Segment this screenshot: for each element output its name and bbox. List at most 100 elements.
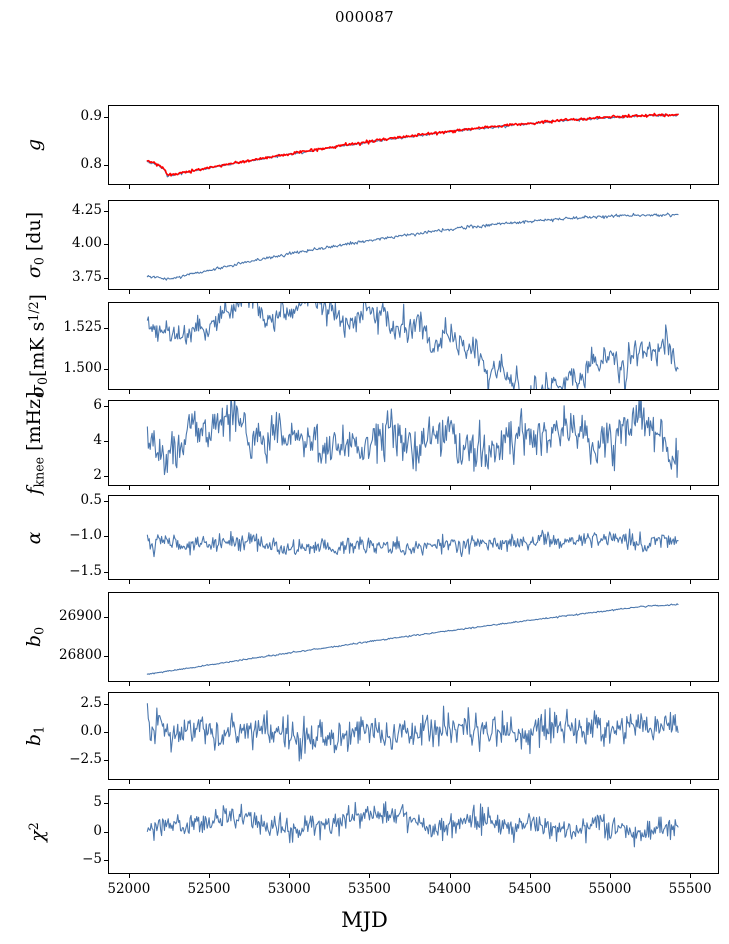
y-tick-mark-alpha-0 [104,572,108,573]
y-tick-mark-sigma0_mk-0 [104,369,108,370]
y-tick-label-b1-0: −2.5 [69,750,102,767]
x-tick-mark-sigma0_du-0 [129,290,130,294]
x-tick-mark-chi2-6 [610,874,611,878]
plot-panel-b1 [108,692,719,780]
x-tick-mark-sigma0_du-6 [610,290,611,294]
y-tick-mark-b0-1 [104,617,108,618]
y-tick-label-b1-2: 2.5 [80,695,102,712]
x-tick-mark-b0-6 [610,682,611,686]
x-tick-mark-sigma0_mk-5 [530,390,531,394]
y-tick-label-chi2-1: 0 [93,822,102,839]
plot-panel-alpha [108,495,719,580]
x-tick-mark-alpha-4 [450,580,451,584]
y-tick-label-chi2-2: 5 [93,793,102,810]
y-tick-mark-chi2-0 [104,860,108,861]
y-tick-mark-fknee-2 [104,406,108,407]
x-tick-mark-b1-7 [690,780,691,784]
y-axis-label-chi2: χ2 [26,821,49,842]
x-tick-mark-chi2-2 [289,874,290,878]
x-tick-label-0: 52000 [107,881,151,897]
y-tick-label-alpha-0: −1.5 [69,562,102,579]
x-tick-mark-b0-1 [209,682,210,686]
x-tick-mark-gain-6 [610,185,611,189]
x-tick-mark-b1-1 [209,780,210,784]
x-tick-mark-sigma0_mk-2 [289,390,290,394]
x-tick-label-3: 53500 [347,881,391,897]
x-tick-mark-alpha-5 [530,580,531,584]
x-tick-mark-gain-2 [289,185,290,189]
x-tick-mark-sigma0_du-7 [690,290,691,294]
x-tick-mark-chi2-5 [530,874,531,878]
series-b1 [146,703,679,762]
y-tick-label-sigma0_du-1: 4.00 [71,235,102,252]
x-tick-mark-gain-3 [369,185,370,189]
series-gain_fit [146,113,679,178]
y-tick-mark-alpha-1 [104,536,108,537]
x-tick-mark-gain-0 [129,185,130,189]
y-tick-mark-chi2-1 [104,832,108,833]
x-tick-mark-fknee-2 [289,486,290,490]
x-tick-mark-b0-2 [289,682,290,686]
x-tick-mark-sigma0_mk-3 [369,390,370,394]
plot-panel-fknee [108,400,719,486]
y-tick-mark-b1-1 [104,732,108,733]
y-tick-mark-gain-1 [104,117,108,118]
series-gain_model [146,112,679,177]
x-tick-mark-fknee-4 [450,486,451,490]
y-tick-mark-sigma0_du-0 [104,278,108,279]
y-tick-mark-sigma0_mk-1 [104,328,108,329]
figure-title: 000087 [334,8,395,26]
y-tick-mark-fknee-0 [104,476,108,477]
x-tick-mark-b1-5 [530,780,531,784]
x-tick-mark-sigma0_mk-6 [610,390,611,394]
y-tick-label-b0-0: 26800 [59,647,102,664]
x-tick-mark-gain-4 [450,185,451,189]
x-tick-mark-alpha-0 [129,580,130,584]
x-tick-label-4: 54000 [428,881,472,897]
series-chi2 [146,801,679,848]
x-tick-mark-b1-4 [450,780,451,784]
x-tick-mark-b0-5 [530,682,531,686]
x-tick-mark-gain-5 [530,185,531,189]
x-tick-mark-alpha-2 [289,580,290,584]
x-tick-mark-alpha-7 [690,580,691,584]
series-alpha [146,528,679,558]
y-tick-mark-chi2-2 [104,803,108,804]
x-tick-mark-chi2-1 [209,874,210,878]
plot-panel-gain [108,105,719,185]
x-tick-mark-sigma0_mk-4 [450,390,451,394]
x-tick-mark-alpha-3 [369,580,370,584]
x-tick-mark-sigma0_mk-0 [129,390,130,394]
series-b0 [146,603,679,675]
x-tick-mark-sigma0_du-2 [289,290,290,294]
x-tick-mark-fknee-5 [530,486,531,490]
x-tick-mark-fknee-0 [129,486,130,490]
plot-panel-chi2 [108,789,719,874]
x-tick-mark-sigma0_du-1 [209,290,210,294]
x-tick-mark-gain-1 [209,185,210,189]
series-fknee [146,401,679,478]
y-tick-label-fknee-0: 2 [93,467,102,484]
x-tick-label-1: 52500 [187,881,231,897]
y-tick-label-gain-0: 0.8 [80,155,102,172]
y-tick-label-alpha-2: 0.5 [80,491,102,508]
x-tick-mark-b1-3 [369,780,370,784]
y-tick-mark-sigma0_du-1 [104,244,108,245]
x-tick-mark-chi2-3 [369,874,370,878]
y-tick-label-sigma0_mk-1: 1.525 [63,318,102,335]
y-tick-label-sigma0_du-2: 4.25 [71,201,102,218]
x-tick-mark-sigma0_mk-7 [690,390,691,394]
series-sigma0_mk [146,303,679,389]
x-tick-mark-sigma0_du-3 [369,290,370,294]
x-tick-mark-sigma0_mk-1 [209,390,210,394]
x-tick-mark-b0-4 [450,682,451,686]
y-tick-label-gain-1: 0.9 [80,107,102,124]
x-tick-mark-b0-7 [690,682,691,686]
y-tick-label-sigma0_du-0: 3.75 [71,268,102,285]
y-tick-label-fknee-2: 6 [93,397,102,414]
x-tick-mark-alpha-1 [209,580,210,584]
x-tick-mark-b0-0 [129,682,130,686]
x-tick-mark-sigma0_du-5 [530,290,531,294]
y-tick-label-chi2-0: −5 [82,851,102,868]
